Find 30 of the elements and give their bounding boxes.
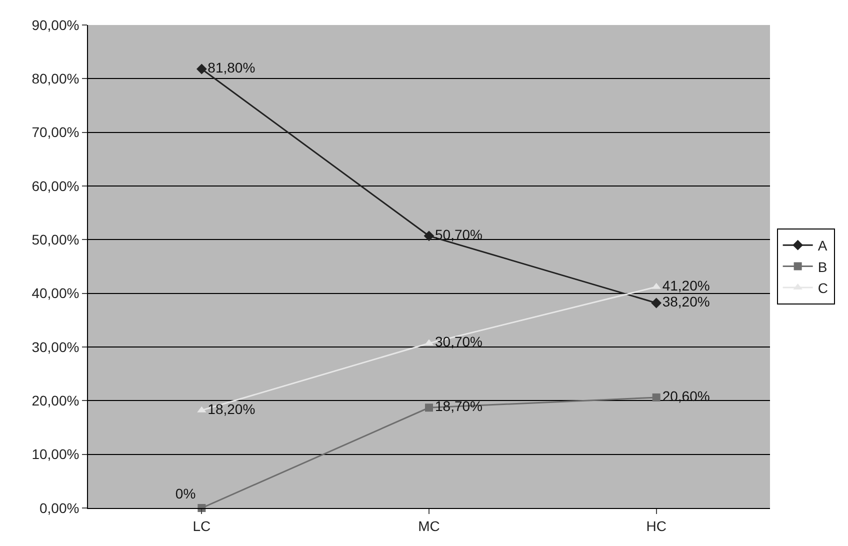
data-label: 41,20% — [662, 277, 710, 294]
legend-label: B — [818, 258, 828, 275]
y-tick-label: 30,00% — [32, 338, 80, 355]
data-label: 38,20% — [662, 293, 710, 310]
x-tick-label: HC — [646, 518, 666, 534]
legend-label: C — [818, 280, 828, 296]
y-tick-label: 70,00% — [32, 124, 80, 140]
point — [425, 404, 433, 412]
x-tick-label: MC — [418, 518, 440, 534]
y-tick-label: 60,00% — [32, 178, 80, 194]
point — [424, 230, 434, 242]
point — [652, 393, 660, 402]
legend-label: A — [818, 238, 828, 254]
data-label: 30,70% — [435, 334, 482, 350]
data-label: 0% — [175, 486, 196, 502]
y-tick-label: 80,00% — [32, 70, 80, 87]
data-label: 50,70% — [435, 226, 482, 242]
y-tick-label: 40,00% — [32, 285, 80, 302]
y-tick-label: 50,00% — [32, 232, 80, 248]
y-tick-label: 10,00% — [32, 446, 80, 462]
y-tick-label: 90,00% — [32, 16, 80, 33]
y-tick-label: 0,00% — [39, 500, 80, 516]
data-label: 18,70% — [435, 398, 482, 414]
data-label: 18,20% — [208, 400, 256, 417]
data-label: 20,60% — [662, 388, 710, 404]
point — [196, 64, 207, 74]
y-tick-label: 20,00% — [32, 392, 80, 409]
data-label: 81,80% — [208, 60, 256, 76]
x-tick-label: LC — [192, 518, 211, 534]
point — [651, 298, 662, 308]
